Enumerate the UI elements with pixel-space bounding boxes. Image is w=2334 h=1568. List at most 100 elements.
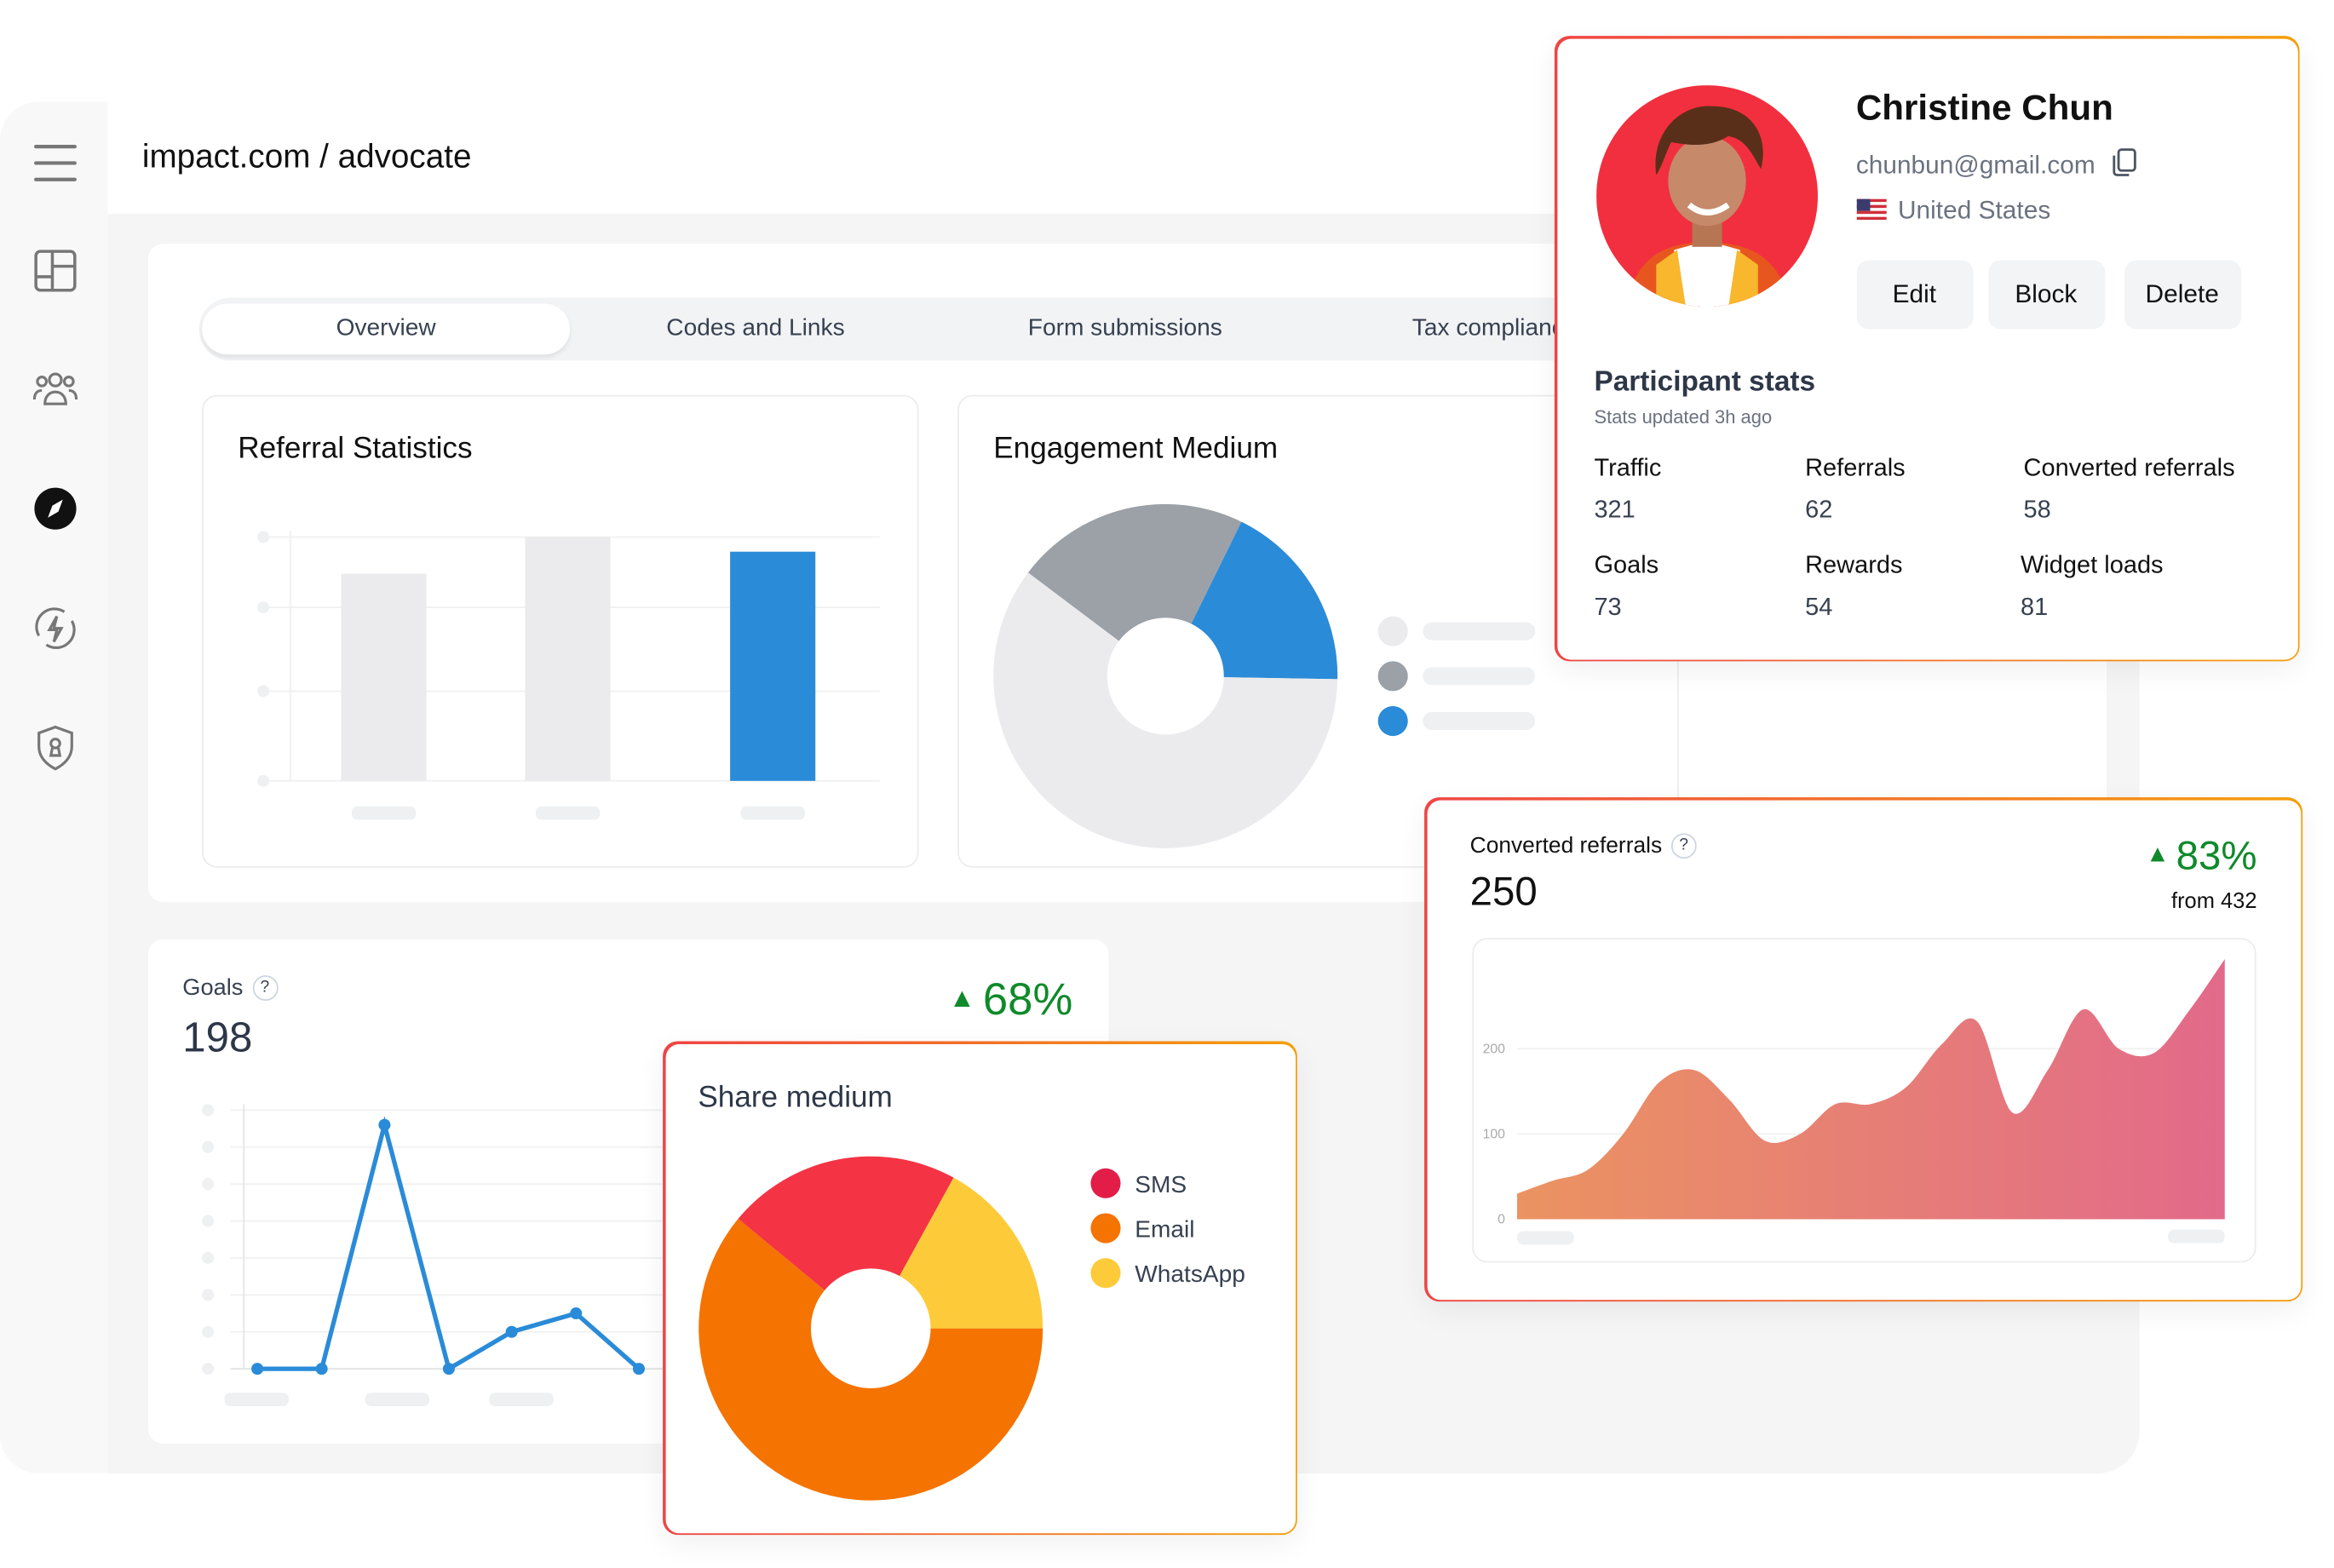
legend-swatch: [1377, 616, 1408, 646]
up-arrow-icon: ▲: [2145, 841, 2176, 867]
x-tick-placeholder: [489, 1393, 554, 1407]
stat-value: 73: [1594, 593, 1622, 621]
y-tick-placeholder: [202, 1140, 215, 1153]
legend-sms: SMS: [1089, 1163, 1245, 1209]
stat-value: 81: [2021, 593, 2049, 621]
stat-label: Referrals: [1805, 454, 1906, 481]
data-point: [442, 1363, 455, 1376]
donut-slice: [993, 572, 1338, 848]
area-series: [1516, 958, 2224, 1219]
legend-label-placeholder: [1423, 712, 1536, 731]
x-tick-placeholder: [2167, 1228, 2224, 1243]
legend-swatch: [1089, 1167, 1120, 1198]
y-tick-label: 200: [1482, 1042, 1505, 1056]
sidebar: [0, 101, 108, 1474]
menu-icon[interactable]: [30, 138, 81, 189]
shield-icon[interactable]: [30, 722, 81, 773]
donut-slice: [698, 1218, 1043, 1500]
stat-value: 58: [2023, 496, 2051, 523]
y-tick-placeholder: [202, 1104, 215, 1117]
x-tick-placeholder: [1516, 1230, 1573, 1244]
converted-change-value: 83%: [2176, 832, 2257, 878]
stat-label: Traffic: [1594, 454, 1662, 481]
engagement-medium-title: Engagement Medium: [993, 432, 1279, 466]
country-text: United States: [1897, 195, 2051, 224]
donut-slice: [1027, 503, 1242, 641]
users-icon[interactable]: [30, 364, 81, 415]
tab-codes-and-links[interactable]: Codes and Links: [666, 315, 845, 342]
data-point: [315, 1363, 328, 1376]
y-tick-placeholder: [202, 1325, 215, 1338]
tab-form-submissions[interactable]: Form submissions: [1027, 315, 1222, 342]
goals-change-value: 68%: [982, 975, 1073, 1025]
y-tick-placeholder: [202, 1178, 215, 1191]
goals-label: Goals: [182, 975, 244, 1002]
y-tick-label: 100: [1482, 1127, 1505, 1141]
tab-overview[interactable]: Overview: [202, 303, 571, 355]
avatar: [1595, 84, 1818, 307]
dashboard-icon[interactable]: [30, 245, 81, 296]
legend-label-placeholder: [1423, 622, 1536, 640]
profile-country: United States: [1855, 195, 2051, 225]
referral-statistics-title: Referral Statistics: [238, 432, 473, 466]
share-medium-card: Share medium SMS Email WhatsApp: [663, 1041, 1297, 1536]
data-point: [251, 1363, 264, 1376]
y-tick-placeholder: [257, 601, 270, 614]
block-button[interactable]: Block: [1987, 259, 2105, 329]
data-point: [570, 1307, 583, 1320]
bar: [730, 551, 816, 781]
legend-label-placeholder: [1423, 667, 1536, 686]
referral-bar-chart: [257, 531, 880, 820]
help-icon[interactable]: ?: [1670, 833, 1697, 859]
stat-value: 321: [1594, 496, 1636, 523]
email-text[interactable]: chunbun@gmail.com: [1855, 150, 2095, 179]
up-arrow-icon: ▲: [948, 982, 983, 1014]
legend-label: WhatsApp: [1135, 1261, 1245, 1288]
tab-tax-compliance[interactable]: Tax compliance: [1411, 315, 1578, 342]
y-tick-placeholder: [257, 531, 270, 543]
stat-value: 54: [1805, 593, 1833, 621]
edit-button[interactable]: Edit: [1855, 259, 1973, 329]
y-tick-placeholder: [202, 1363, 215, 1376]
delete-button[interactable]: Delete: [2124, 259, 2241, 329]
data-point: [632, 1363, 646, 1376]
goals-change: ▲ 68%: [949, 975, 1073, 1026]
stat-label: Goals: [1594, 551, 1659, 578]
legend-swatch: [1377, 706, 1408, 737]
x-tick-placeholder: [224, 1393, 289, 1407]
legend-label: SMS: [1135, 1172, 1187, 1198]
x-tick-placeholder: [740, 806, 805, 820]
us-flag-icon: [1855, 198, 1886, 220]
y-tick-label: 0: [1497, 1212, 1504, 1226]
y-tick-placeholder: [202, 1251, 215, 1264]
automation-icon[interactable]: [30, 603, 81, 654]
stat-label: Rewards: [1805, 551, 1903, 578]
legend-swatch: [1377, 661, 1408, 692]
legend-swatch: [1089, 1257, 1120, 1288]
y-tick-placeholder: [202, 1215, 215, 1227]
donut-slice: [899, 1176, 1043, 1328]
engagement-donut-chart: [993, 503, 1536, 848]
converted-area-chart: 0 100 200: [1482, 958, 2224, 1244]
legend-whatsapp: WhatsApp: [1089, 1253, 1245, 1298]
referral-statistics-card: Referral Statistics: [202, 394, 919, 868]
profile-name: Christine Chun: [1855, 87, 2113, 129]
profile-email: chunbun@gmail.com: [1856, 147, 2138, 181]
bar: [525, 537, 611, 781]
share-donut-chart: [698, 1155, 1043, 1500]
tab-bar: Overview Codes and Links Form submission…: [198, 297, 1696, 361]
share-legend: SMS Email WhatsApp: [1089, 1163, 1245, 1298]
y-tick-placeholder: [257, 685, 270, 698]
legend-swatch: [1089, 1212, 1120, 1243]
stat-label: Widget loads: [2021, 551, 2164, 578]
y-tick-placeholder: [257, 774, 270, 787]
goals-value: 198: [182, 1014, 253, 1061]
data-point: [378, 1118, 391, 1131]
donut-slice: [737, 1155, 953, 1290]
converted-referrals-card: Converted referrals? 250 ▲ 83% from 432 …: [1424, 797, 2303, 1302]
help-icon[interactable]: ?: [251, 975, 278, 1002]
copy-icon[interactable]: [2112, 147, 2139, 177]
y-tick-placeholder: [202, 1289, 215, 1301]
breadcrumb[interactable]: impact.com / advocate: [141, 137, 472, 175]
compass-icon[interactable]: [30, 483, 81, 534]
